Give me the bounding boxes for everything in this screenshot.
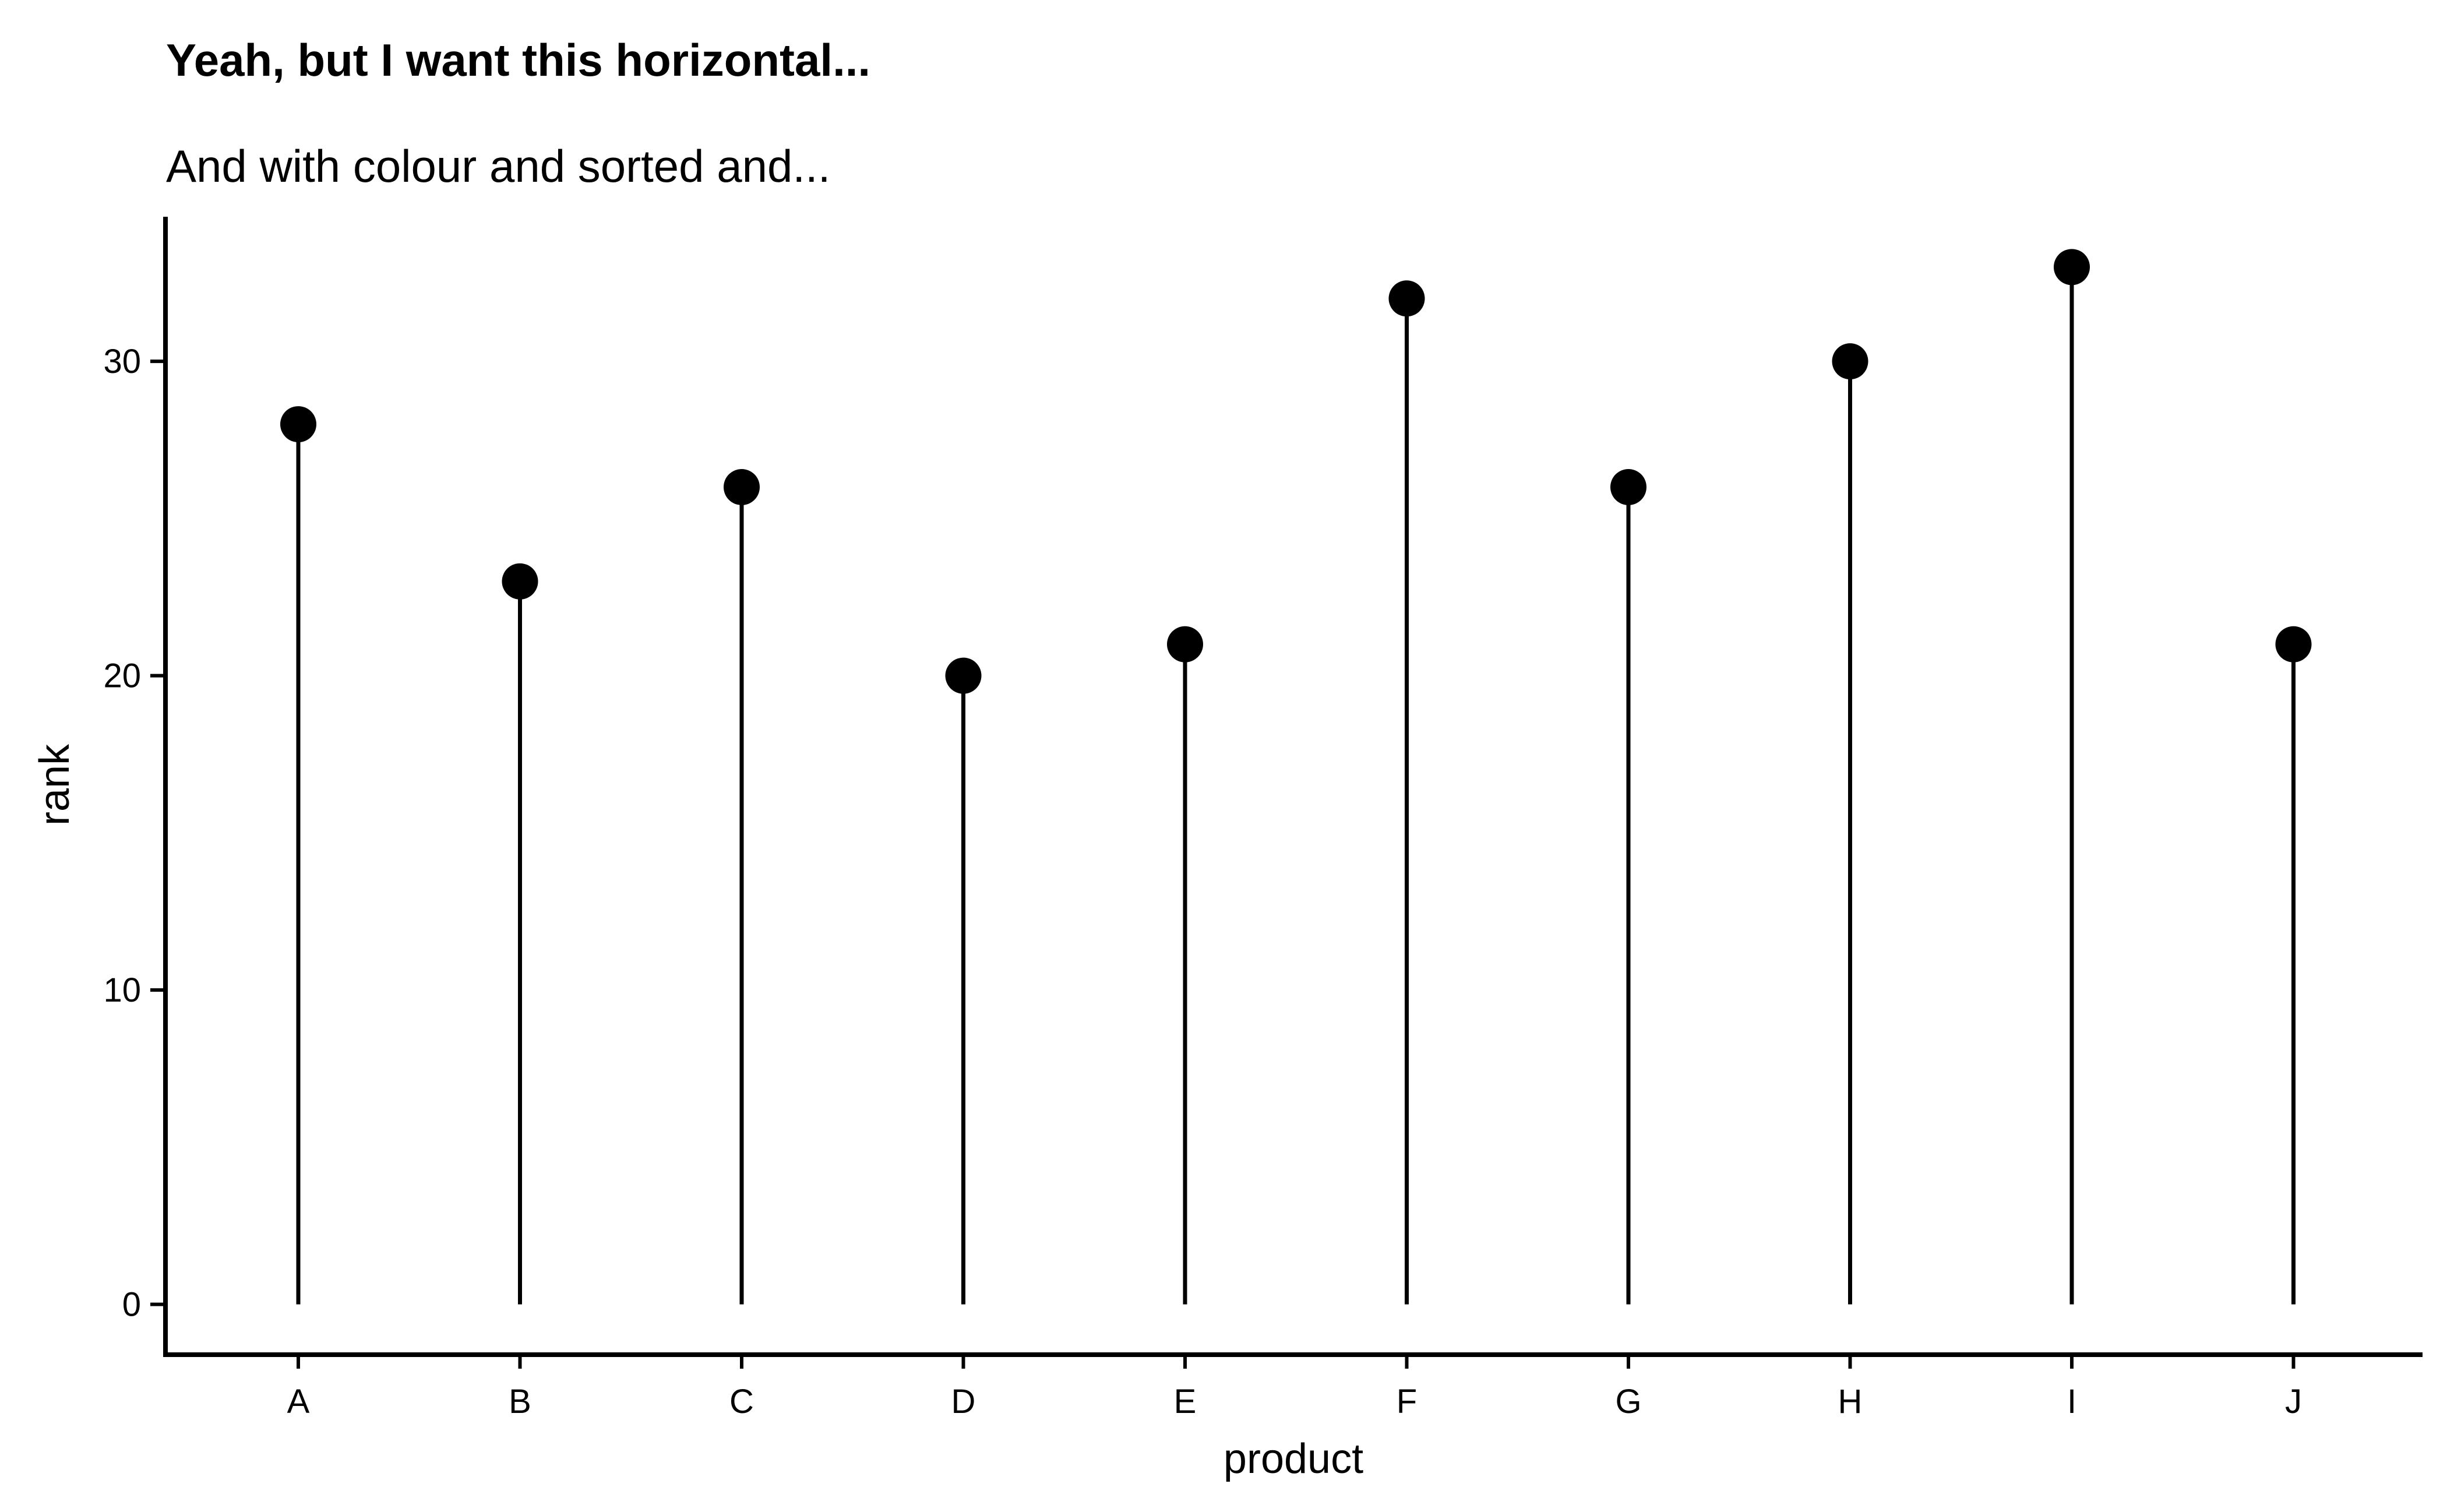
lollipop-point-H: [1832, 343, 1868, 380]
chart-title: Yeah, but I want this horizontal...: [166, 34, 870, 86]
x-tick-label: E: [1174, 1383, 1197, 1421]
y-tick-label: 30: [103, 343, 141, 380]
y-tick-label: 20: [103, 657, 141, 695]
lollipop-point-C: [724, 468, 760, 505]
x-tick-label: B: [509, 1383, 531, 1421]
lollipop-point-E: [1167, 626, 1203, 662]
x-tick-label: I: [2067, 1383, 2076, 1421]
x-tick-label: C: [729, 1383, 754, 1421]
x-tick-label: J: [2285, 1383, 2302, 1421]
y-tick-label: 10: [103, 971, 141, 1009]
x-tick-label: H: [1838, 1383, 1863, 1421]
x-axis-title: product: [1224, 1436, 1363, 1482]
x-tick-label: A: [287, 1383, 310, 1421]
x-tick-label: G: [1615, 1383, 1641, 1421]
lollipop-point-B: [502, 563, 538, 600]
lollipop-point-G: [1610, 468, 1646, 505]
y-tick-label: 0: [122, 1286, 141, 1324]
lollipop-points: [280, 249, 2312, 694]
lollipop-point-F: [1388, 280, 1425, 317]
chart-subtitle: And with colour and sorted and...: [166, 140, 830, 192]
lollipop-point-D: [945, 657, 982, 694]
x-tick-label: F: [1397, 1383, 1417, 1421]
lollipop-point-A: [280, 406, 316, 443]
y-axis: 0 10 20 30: [103, 217, 168, 1357]
lollipop-stems: [296, 267, 2296, 1305]
x-tick-label: D: [951, 1383, 976, 1421]
lollipop-point-J: [2275, 626, 2312, 662]
lollipop-point-I: [2054, 249, 2090, 286]
x-axis: A B C D E F G H I J: [163, 1352, 2423, 1421]
y-axis-title: rank: [31, 743, 78, 826]
